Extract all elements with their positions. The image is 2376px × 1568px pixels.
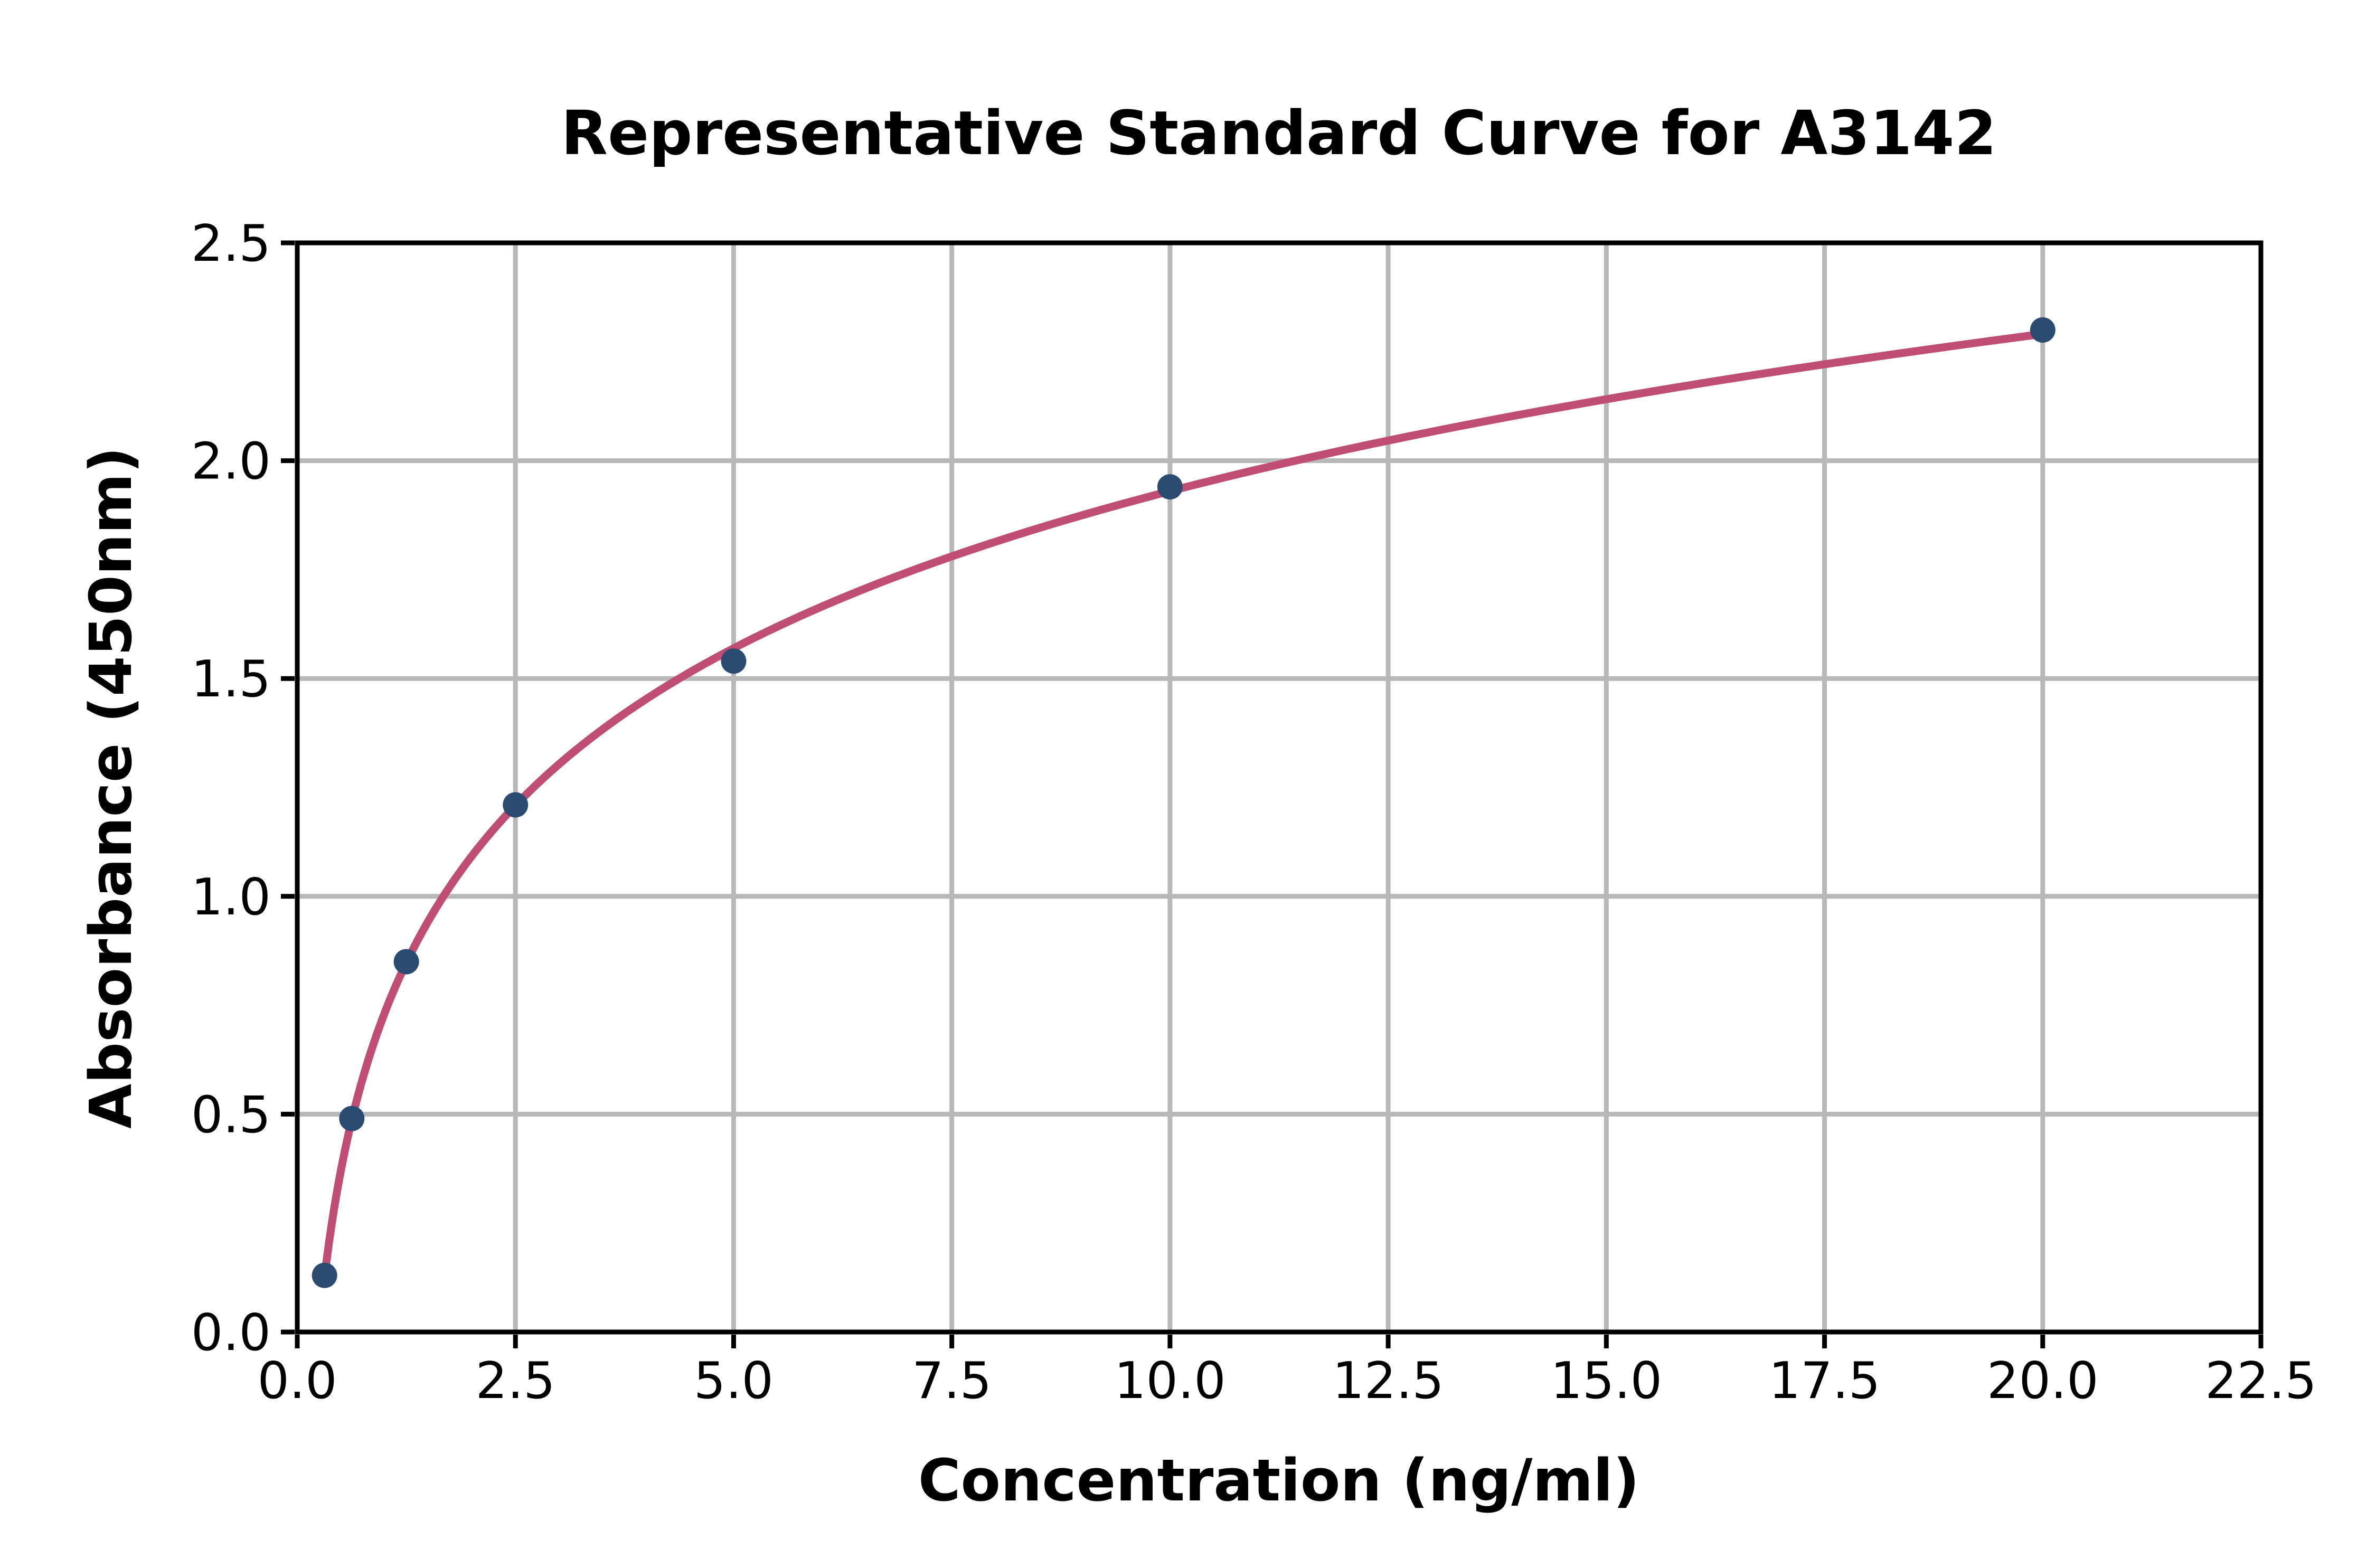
y-axis-label: Absorbance (450nm) — [77, 447, 145, 1129]
x-tick-label: 12.5 — [1332, 1352, 1444, 1410]
chart-title: Representative Standard Curve for A3142 — [561, 98, 1997, 169]
x-tick-label: 0.0 — [257, 1352, 337, 1410]
data-point-marker — [503, 792, 529, 818]
x-tick-label: 5.0 — [694, 1352, 774, 1410]
y-tick-label: 1.5 — [191, 650, 271, 709]
data-point-marker — [393, 949, 419, 975]
x-tick-label: 2.5 — [476, 1352, 555, 1410]
data-point-marker — [1157, 474, 1183, 500]
x-tick-label: 15.0 — [1551, 1352, 1663, 1410]
x-axis-label: Concentration (ng/ml) — [918, 1447, 1639, 1514]
data-point-marker — [721, 648, 747, 674]
x-tick-label: 10.0 — [1114, 1352, 1226, 1410]
axes — [281, 240, 2264, 1348]
tick-labels: 0.0 2.5 5.0 7.5 10.0 12.5 15.0 17.5 20.0 22.5 0.0 0… — [191, 215, 2317, 1410]
plot-border — [295, 240, 2264, 1335]
y-tick-label: 0.5 — [191, 1086, 271, 1144]
x-tick-label: 22.5 — [2205, 1352, 2317, 1410]
data-point-marker — [2030, 317, 2056, 343]
x-tick-label: 17.5 — [1769, 1352, 1881, 1410]
data-point-marker — [312, 1262, 337, 1288]
y-tick-label: 0.0 — [191, 1304, 271, 1362]
data-layer — [312, 317, 2056, 1288]
x-tick-label: 7.5 — [912, 1352, 992, 1410]
y-tick-label: 1.0 — [191, 868, 271, 927]
x-tick-label: 20.0 — [1987, 1352, 2099, 1410]
data-point-marker — [339, 1106, 365, 1131]
y-tick-label: 2.5 — [191, 215, 271, 273]
y-tick-label: 2.0 — [191, 433, 271, 491]
